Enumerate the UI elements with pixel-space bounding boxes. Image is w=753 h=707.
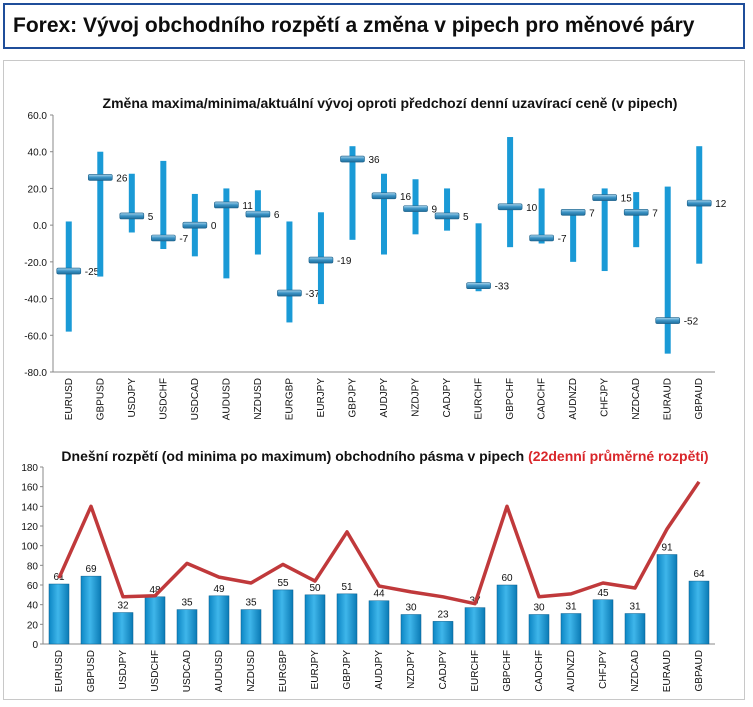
page-title: Forex: Vývoj obchodního rozpětí a změna … (13, 14, 695, 37)
chart-panel (3, 60, 745, 700)
header-banner: Forex: Vývoj obchodního rozpětí a změna … (3, 3, 745, 49)
